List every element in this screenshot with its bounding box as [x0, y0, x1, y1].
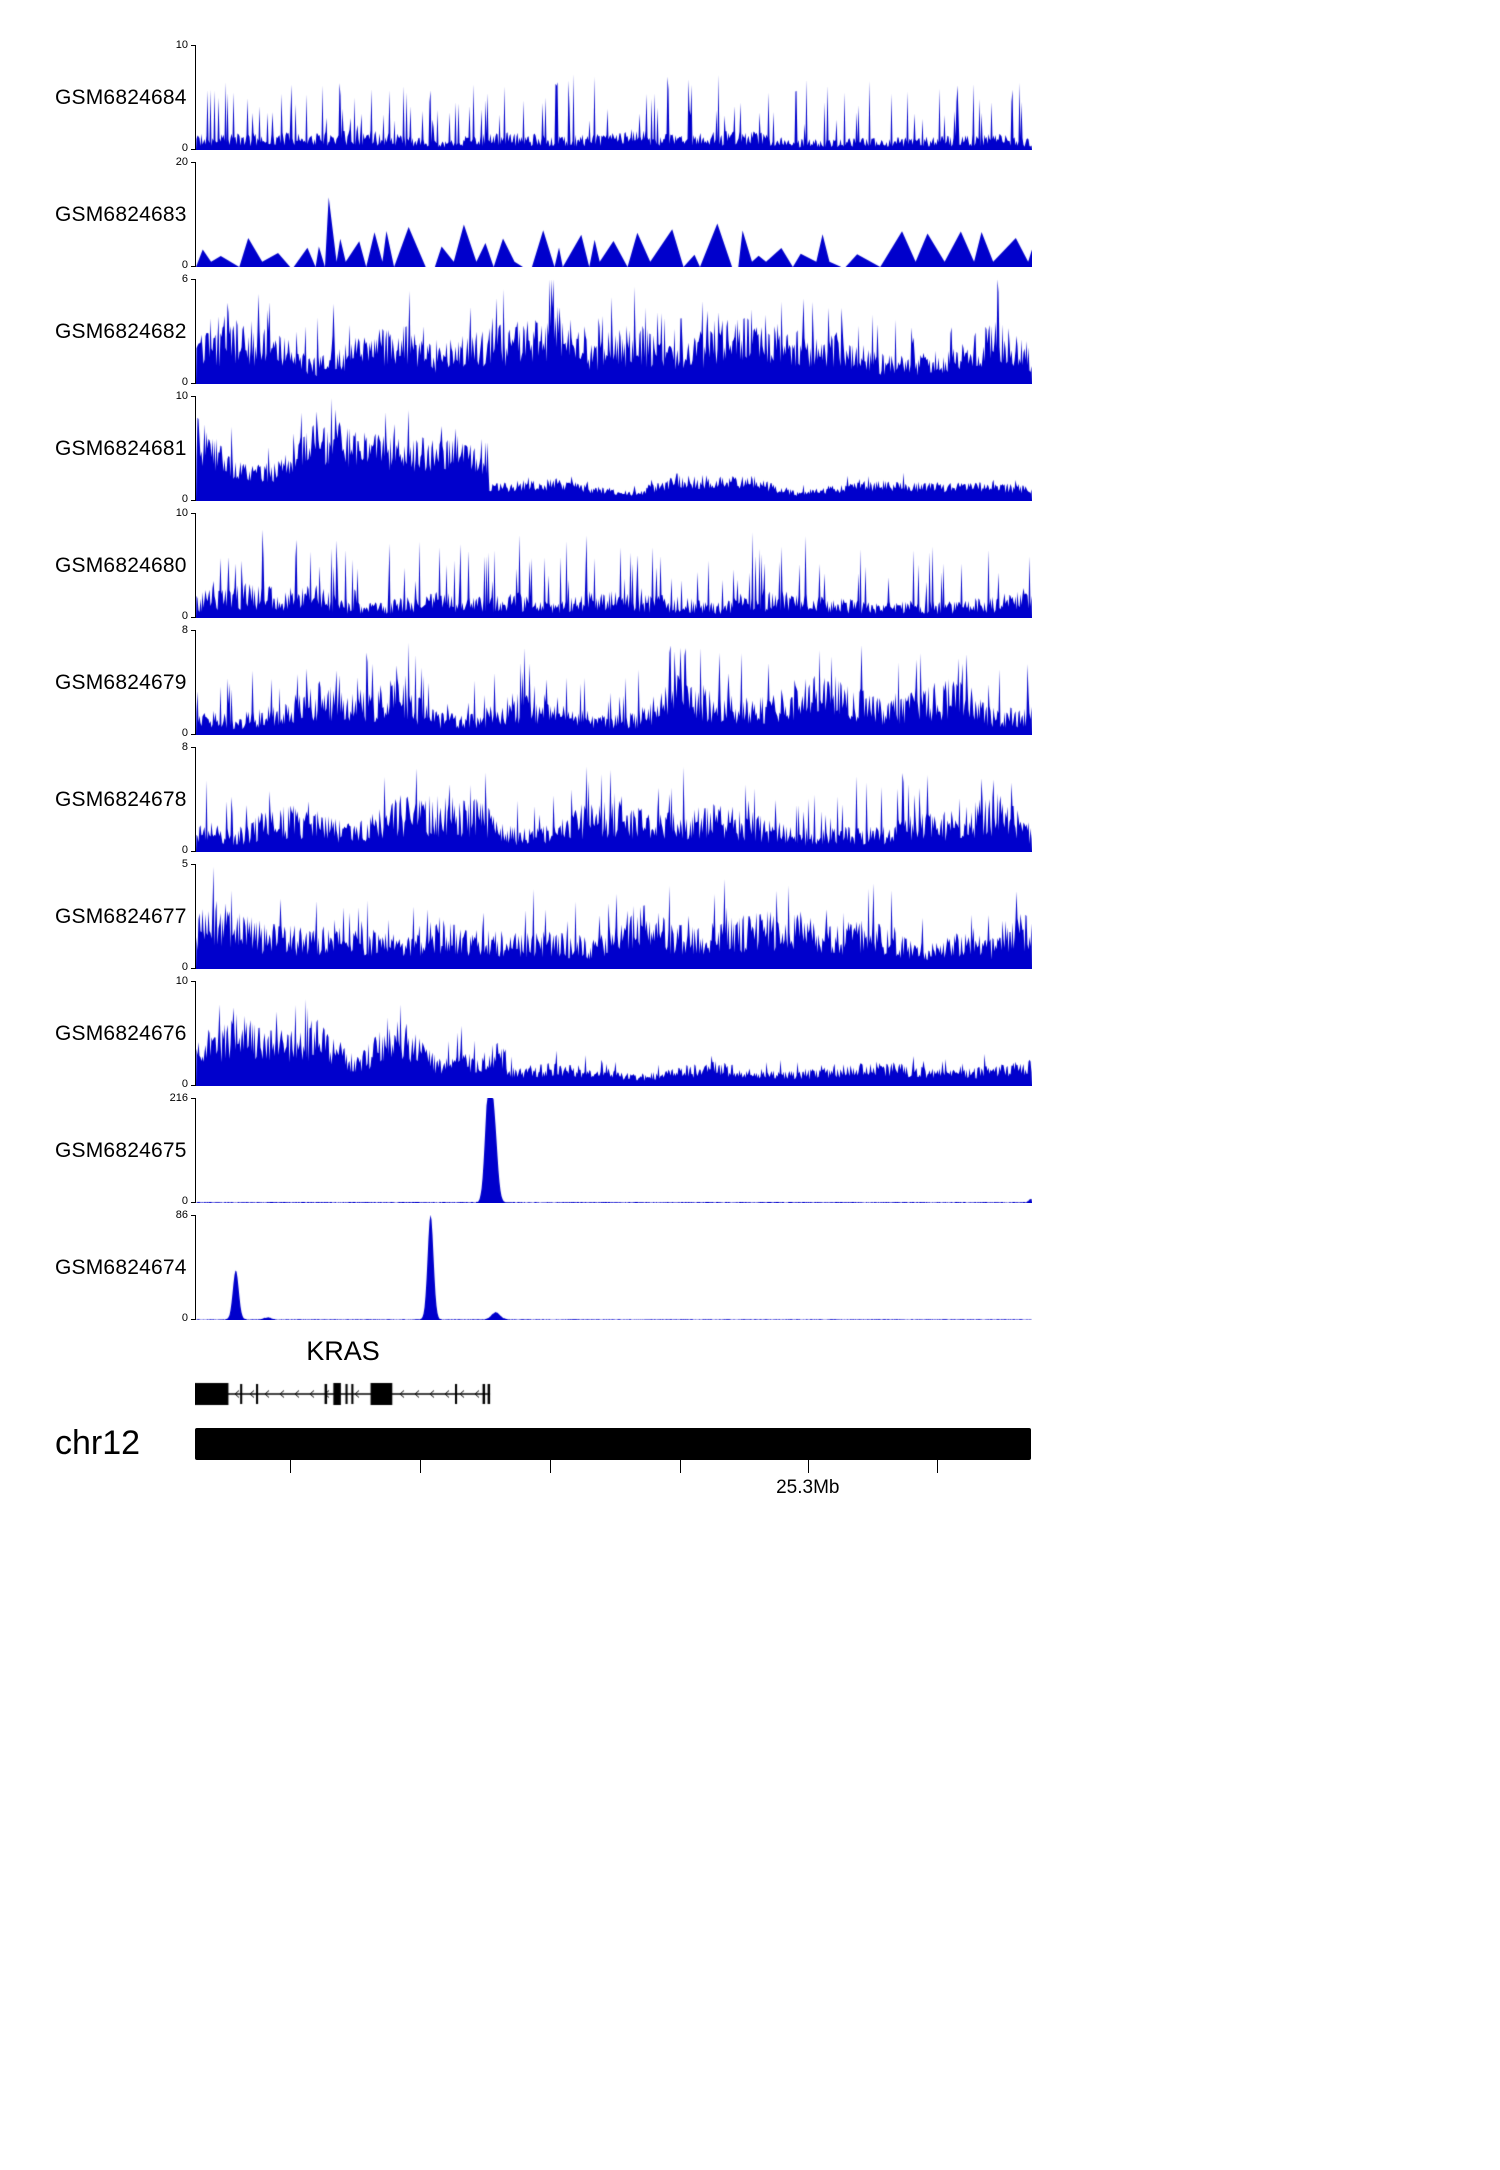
- signal-canvas: [196, 279, 1032, 384]
- track-label: GSM6824680: [55, 553, 187, 577]
- y-axis-zero-label: 0: [181, 610, 188, 622]
- y-axis-max-label: 6: [181, 273, 188, 285]
- ruler-tick: [550, 1460, 552, 1473]
- track-row-GSM6824675: GSM6824675 216 0: [0, 1093, 1500, 1207]
- track-row-GSM6824681: GSM6824681 10 0: [0, 391, 1500, 505]
- track-label: GSM6824676: [55, 1021, 187, 1045]
- chromosome-ideogram: [195, 1428, 1031, 1460]
- y-axis-max-label: 20: [175, 156, 188, 168]
- signal-canvas: [196, 513, 1032, 618]
- ruler-tick: [290, 1460, 292, 1473]
- y-axis-zero-label: 0: [181, 376, 188, 388]
- y-axis-max-label: 10: [175, 39, 188, 51]
- signal-canvas: [196, 1215, 1032, 1320]
- track-label: GSM6824681: [55, 436, 187, 460]
- gene-model: [195, 1372, 1031, 1416]
- y-axis-max-label: 10: [175, 390, 188, 402]
- y-axis-zero-label: 0: [181, 844, 188, 856]
- y-axis-zero-label: 0: [181, 1195, 188, 1207]
- track-label: GSM6824682: [55, 319, 187, 343]
- track-label: GSM6824677: [55, 904, 187, 928]
- y-axis-zero-label: 0: [181, 493, 188, 505]
- y-axis-zero-label: 0: [181, 142, 188, 154]
- signal-canvas: [196, 162, 1032, 267]
- signal-plot: 10 0: [176, 391, 1032, 505]
- signal-plot: 10 0: [176, 976, 1032, 1090]
- signal-plot: 216 0: [170, 1093, 1032, 1207]
- track-label: GSM6824683: [55, 202, 187, 226]
- ruler-tick: [807, 1460, 809, 1473]
- signal-canvas: [196, 630, 1032, 735]
- track-row-GSM6824674: GSM6824674 86 0: [0, 1210, 1500, 1324]
- track-label: GSM6824674: [55, 1255, 187, 1279]
- track-row-GSM6824680: GSM6824680 10 0: [0, 508, 1500, 622]
- y-axis-max-label: 86: [175, 1209, 188, 1221]
- y-axis-zero-label: 0: [181, 727, 188, 739]
- ruler-tick: [419, 1460, 421, 1473]
- y-axis-max-label: 216: [169, 1092, 188, 1104]
- track-row-GSM6824683: GSM6824683 20 0: [0, 157, 1500, 271]
- ruler-tick: [679, 1460, 681, 1473]
- y-axis-max-label: 10: [175, 507, 188, 519]
- y-axis-zero-label: 0: [181, 1078, 188, 1090]
- y-axis-zero-label: 0: [181, 1312, 188, 1324]
- track-label: GSM6824678: [55, 787, 187, 811]
- signal-canvas: [196, 747, 1032, 852]
- signal-plot: 10 0: [176, 40, 1032, 154]
- y-axis-max-label: 8: [181, 741, 188, 753]
- y-axis-max-label: 5: [181, 858, 188, 870]
- signal-canvas: [196, 864, 1032, 969]
- signal-canvas: [196, 396, 1032, 501]
- track-row-GSM6824682: GSM6824682 6 0: [0, 274, 1500, 388]
- signal-canvas: [196, 981, 1032, 1086]
- signal-canvas: [196, 1098, 1032, 1203]
- track-row-GSM6824676: GSM6824676 10 0: [0, 976, 1500, 1090]
- ruler-tick: [937, 1460, 939, 1473]
- y-axis-zero-label: 0: [181, 961, 188, 973]
- signal-plot: 86 0: [176, 1210, 1032, 1324]
- gene-name-label: KRAS: [306, 1336, 380, 1366]
- track-label: GSM6824684: [55, 85, 187, 109]
- track-row-GSM6824679: GSM6824679 8 0: [0, 625, 1500, 739]
- track-label: GSM6824679: [55, 670, 187, 694]
- chromosome-label: chr12: [55, 1424, 141, 1462]
- signal-canvas: [196, 45, 1032, 150]
- y-axis-max-label: 8: [181, 624, 188, 636]
- y-axis-max-label: 10: [175, 975, 188, 987]
- y-axis-zero-label: 0: [181, 259, 188, 271]
- track-row-GSM6824678: GSM6824678 8 0: [0, 742, 1500, 856]
- coordinate-label: 25.3Mb: [776, 1477, 840, 1498]
- track-label: GSM6824675: [55, 1138, 187, 1162]
- track-row-GSM6824684: GSM6824684 10 0: [0, 40, 1500, 154]
- signal-plot: 20 0: [176, 157, 1032, 271]
- signal-plot: 10 0: [176, 508, 1032, 622]
- track-row-GSM6824677: GSM6824677 5 0: [0, 859, 1500, 973]
